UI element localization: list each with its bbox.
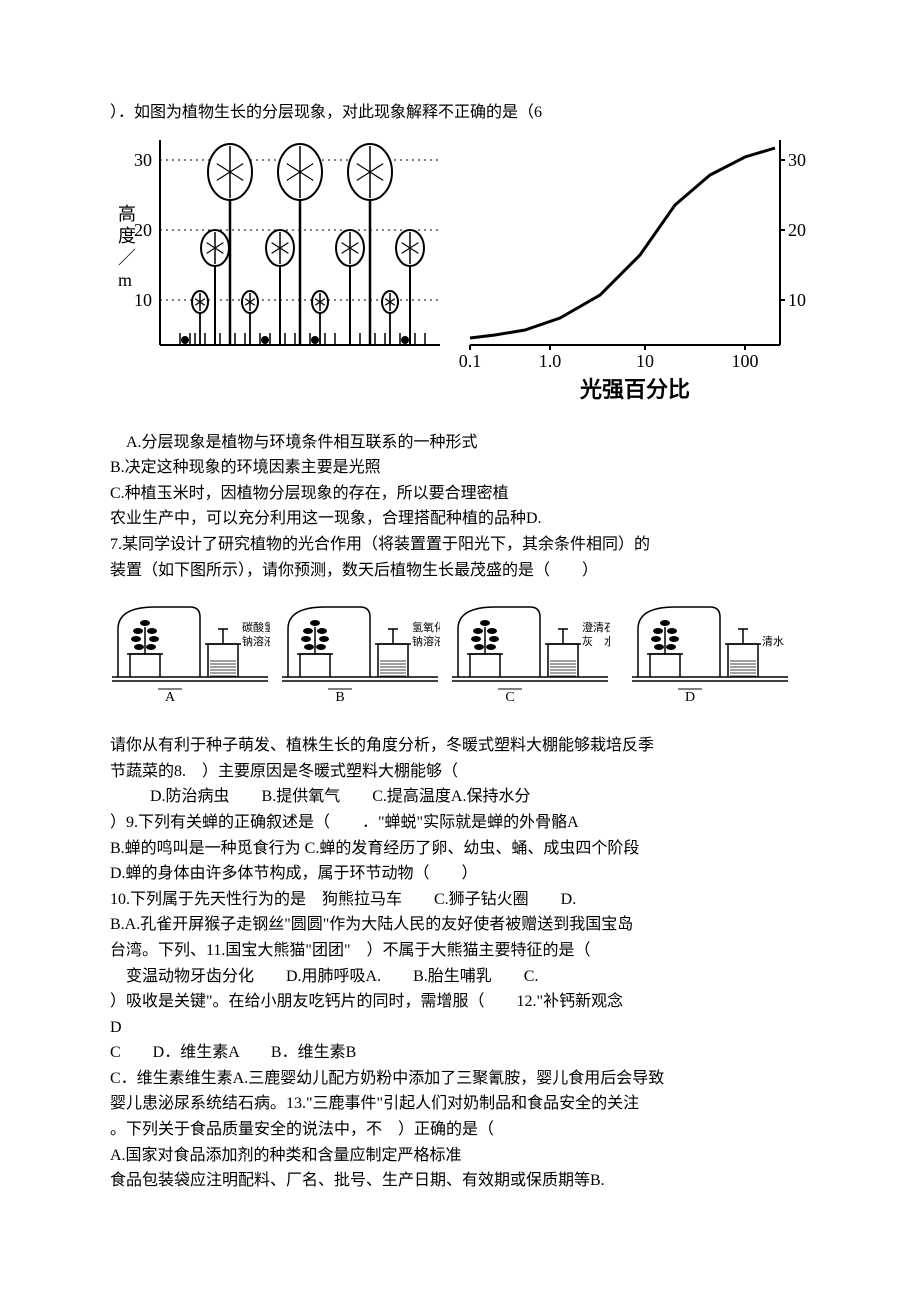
svg-text:D: D (685, 690, 695, 705)
svg-text:10: 10 (636, 351, 654, 371)
q8-l1: 请你从有利于种子萌发、植株生长的角度分析，冬暖式塑料大棚能够栽培反季 (110, 733, 810, 759)
q7-beaker-B: 氢氧化钠溶液 B (280, 599, 440, 709)
svg-text:高: 高 (118, 204, 136, 224)
q12-l3: C D．维生素A B．维生素B (110, 1040, 810, 1066)
svg-text:20: 20 (788, 220, 806, 240)
svg-text:0.1: 0.1 (459, 351, 482, 371)
q6-optB: B.决定这种现象的环境因素主要是光照 (110, 455, 810, 481)
q6-chart: 102030高度／m102030高度／m0.11.010100光强百分比 (110, 130, 810, 420)
svg-text:B: B (335, 690, 344, 705)
q13-l2: 婴儿患泌尿系统结石病。13."三鹿事件"引起人们对奶制品和食品安全的关注 (110, 1091, 810, 1117)
q7-stem1: 7.某同学设计了研究植物的光合作用（将装置置于阳光下，其余条件相同）的 (110, 532, 810, 558)
svg-text:碳酸氢: 碳酸氢 (242, 620, 270, 634)
svg-text:30: 30 (788, 150, 806, 170)
svg-text:光强百分比: 光强百分比 (579, 377, 690, 402)
q7-beaker-D: 清水 D (630, 599, 790, 709)
q13-l5: 食品包装袋应注明配料、厂名、批号、生产日期、有效期或保质期等B. (110, 1168, 810, 1194)
q12-l2: D (110, 1015, 810, 1041)
svg-text:m: m (118, 270, 132, 290)
svg-text:灰 水: 灰 水 (582, 634, 610, 648)
svg-text:氢氧化: 氢氧化 (412, 620, 440, 634)
q7-diagrams: 碳酸氢钠溶液A氢氧化钠溶液B澄清石灰 水C清水D (110, 599, 810, 709)
svg-text:10: 10 (788, 290, 806, 310)
q6-optC: C.种植玉米时，因植物分层现象的存在，所以要合理密植 (110, 481, 810, 507)
svg-text:钠溶液: 钠溶液 (242, 634, 270, 648)
q8-l3: D.防治病虫 B.提供氧气 C.提高温度A.保持水分 (110, 784, 810, 810)
q6-optA: A.分层现象是植物与环境条件相互联系的一种形式 (110, 430, 810, 456)
q11-l2: 变温动物牙齿分化 D.用肺呼吸A. B.胎生哺乳 C. (110, 964, 810, 990)
q11-l1: 台湾。下列、11.国宝大熊猫"团团" ）不属于大熊猫主要特征的是（ (110, 938, 810, 964)
q13-l3: 。下列关于食品质量安全的说法中，不 ）正确的是（ (110, 1117, 810, 1143)
q7-stem2: 装置（如下图所示），请你预测，数天后植物生长最茂盛的是（ ） (110, 558, 810, 584)
svg-text:30: 30 (134, 150, 152, 170)
svg-text:／: ／ (118, 248, 136, 268)
svg-text:清水: 清水 (762, 635, 784, 648)
q6-stem: ）．如图为植物生长的分层现象，对此现象解释不正确的是（6 (110, 100, 810, 126)
svg-text:10: 10 (134, 290, 152, 310)
svg-text:度: 度 (118, 226, 136, 246)
svg-text:1.0: 1.0 (539, 351, 562, 371)
svg-text:A: A (165, 690, 176, 705)
svg-text:100: 100 (732, 351, 759, 371)
svg-text:C: C (505, 690, 514, 705)
q10-l1: 10.下列属于先天性行为的是 狗熊拉马车 C.狮子钻火圈 D. (110, 887, 810, 913)
svg-text:20: 20 (134, 220, 152, 240)
q13-l1: C．维生素维生素A.三鹿婴幼儿配方奶粉中添加了三聚氰胺，婴儿食用后会导致 (110, 1066, 810, 1092)
svg-text:钠溶液: 钠溶液 (412, 634, 440, 648)
q9-l2: B.蝉的鸣叫是一种觅食行为 C.蝉的发育经历了卵、幼虫、蛹、成虫四个阶段 (110, 836, 810, 862)
q8-l2: 节蔬菜的8. ）主要原因是冬暖式塑料大棚能够（ (110, 759, 810, 785)
q9-l1: ）9.下列有关蝉的正确叙述是（ ．"蝉蜕"实际就是蝉的外骨骼A (110, 810, 810, 836)
q12-l1: ）吸收是关键"。在给小朋友吃钙片的同时，需增服（ 12."补钙新观念 (110, 989, 810, 1015)
q6-optD: 农业生产中，可以充分利用这一现象，合理搭配种植的品种D. (110, 506, 810, 532)
q7-beaker-A: 碳酸氢钠溶液 A (110, 599, 270, 709)
q7-beaker-C: 澄清石灰 水 C (450, 599, 610, 709)
svg-text:澄清石: 澄清石 (582, 620, 610, 634)
q9-l3: D.蝉的身体由许多体节构成，属于环节动物（ ） (110, 861, 810, 887)
q13-l4: A.国家对食品添加剂的种类和含量应制定严格标准 (110, 1143, 810, 1169)
q10-l2: B.A.孔雀开屏猴子走钢丝"圆圆"作为大陆人民的友好使者被赠送到我国宝岛 (110, 912, 810, 938)
